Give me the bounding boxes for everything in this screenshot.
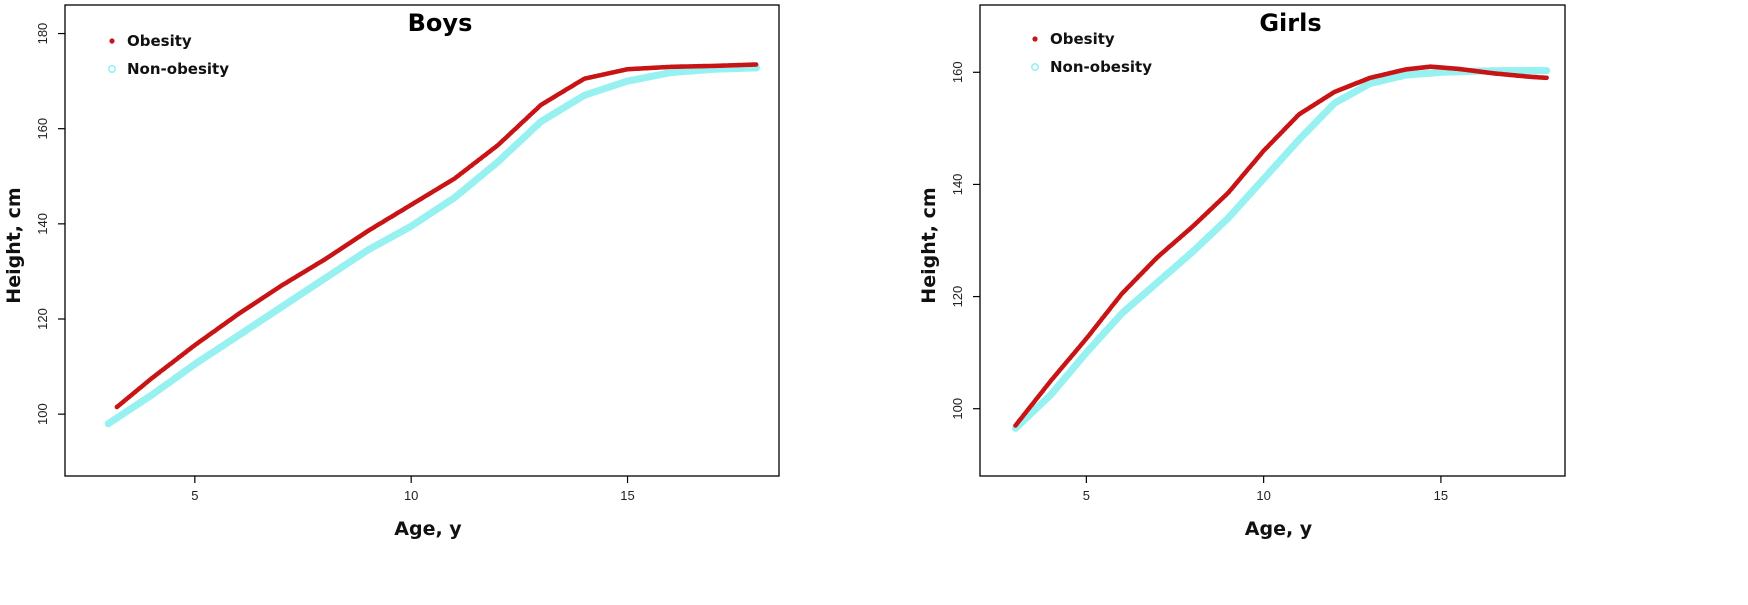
boys-y-axis-title: Height, cm [3, 187, 25, 303]
girls-legend-label-obesity: Obesity [1050, 30, 1115, 48]
boys-plot-frame [64, 4, 780, 477]
girls-chart-panel: Girls 5 10 15 100 120 140 160 Age, y Height, cm Ob… [874, 0, 1748, 605]
girls-obesity-point [1544, 75, 1549, 81]
girls-plot-frame [979, 4, 1566, 477]
boys-series-obesity [114, 62, 759, 410]
boys-legend-label-non-obesity: Non-obesity [127, 60, 229, 78]
girls-series-obesity [1013, 64, 1549, 428]
boys-series-non-obesity [104, 64, 761, 428]
girls-x-tick-label-15: 15 [1434, 488, 1448, 503]
boys-chart-title: Boys [408, 9, 473, 37]
boys-y-tick-label-100: 100 [35, 403, 50, 425]
boys-x-tick-label-5: 5 [191, 488, 198, 503]
girls-y-tick-label-160: 160 [950, 61, 965, 83]
girls-series-non-obesity [1011, 67, 1551, 432]
boys-obesity-point [753, 62, 759, 67]
boys-y-tick-label-140: 140 [35, 213, 50, 235]
boys-legend-marker-obesity [109, 38, 115, 44]
boys-legend-marker-non-obesity [108, 65, 117, 74]
girls-y-tick-label-100: 100 [950, 398, 965, 420]
girls-y-axis-title: Height, cm [918, 187, 940, 303]
girls-legend-marker-non-obesity [1031, 62, 1040, 71]
girls-chart-title: Girls [1259, 9, 1321, 37]
boys-y-tick-label-120: 120 [35, 308, 50, 330]
girls-legend-marker-obesity [1032, 36, 1038, 42]
girls-x-tick-label-10: 10 [1256, 488, 1270, 503]
boys-y-tick-label-160: 160 [35, 118, 50, 140]
boys-legend-label-obesity: Obesity [127, 32, 192, 50]
boys-x-tick-label-15: 15 [620, 488, 634, 503]
girls-x-axis-title: Age, y [1245, 518, 1313, 540]
girls-x-tick-label-5: 5 [1083, 488, 1090, 503]
boys-legend: Obesity Non-obesity [108, 32, 229, 78]
boys-x-axis-title: Age, y [394, 518, 462, 540]
girls-y-tick-label-120: 120 [950, 286, 965, 308]
girls-legend-label-non-obesity: Non-obesity [1050, 58, 1152, 76]
boys-chart-svg: Boys 5 10 15 100 120 140 160 180 Age, y Height, cm… [3, 4, 780, 540]
boys-y-tick-label-180: 180 [35, 23, 50, 45]
girls-non-obesity-point [1543, 67, 1551, 75]
boys-x-tick-label-10: 10 [404, 488, 418, 503]
girls-legend: Obesity Non-obesity [1031, 30, 1152, 76]
boys-chart-panel: Boys 5 10 15 100 120 140 160 180 Age, y Height, cm… [3, 4, 780, 540]
girls-chart-svg: Girls 5 10 15 100 120 140 160 Age, y Height, cm Ob… [918, 4, 1566, 540]
girls-y-tick-label-140: 140 [950, 174, 965, 196]
